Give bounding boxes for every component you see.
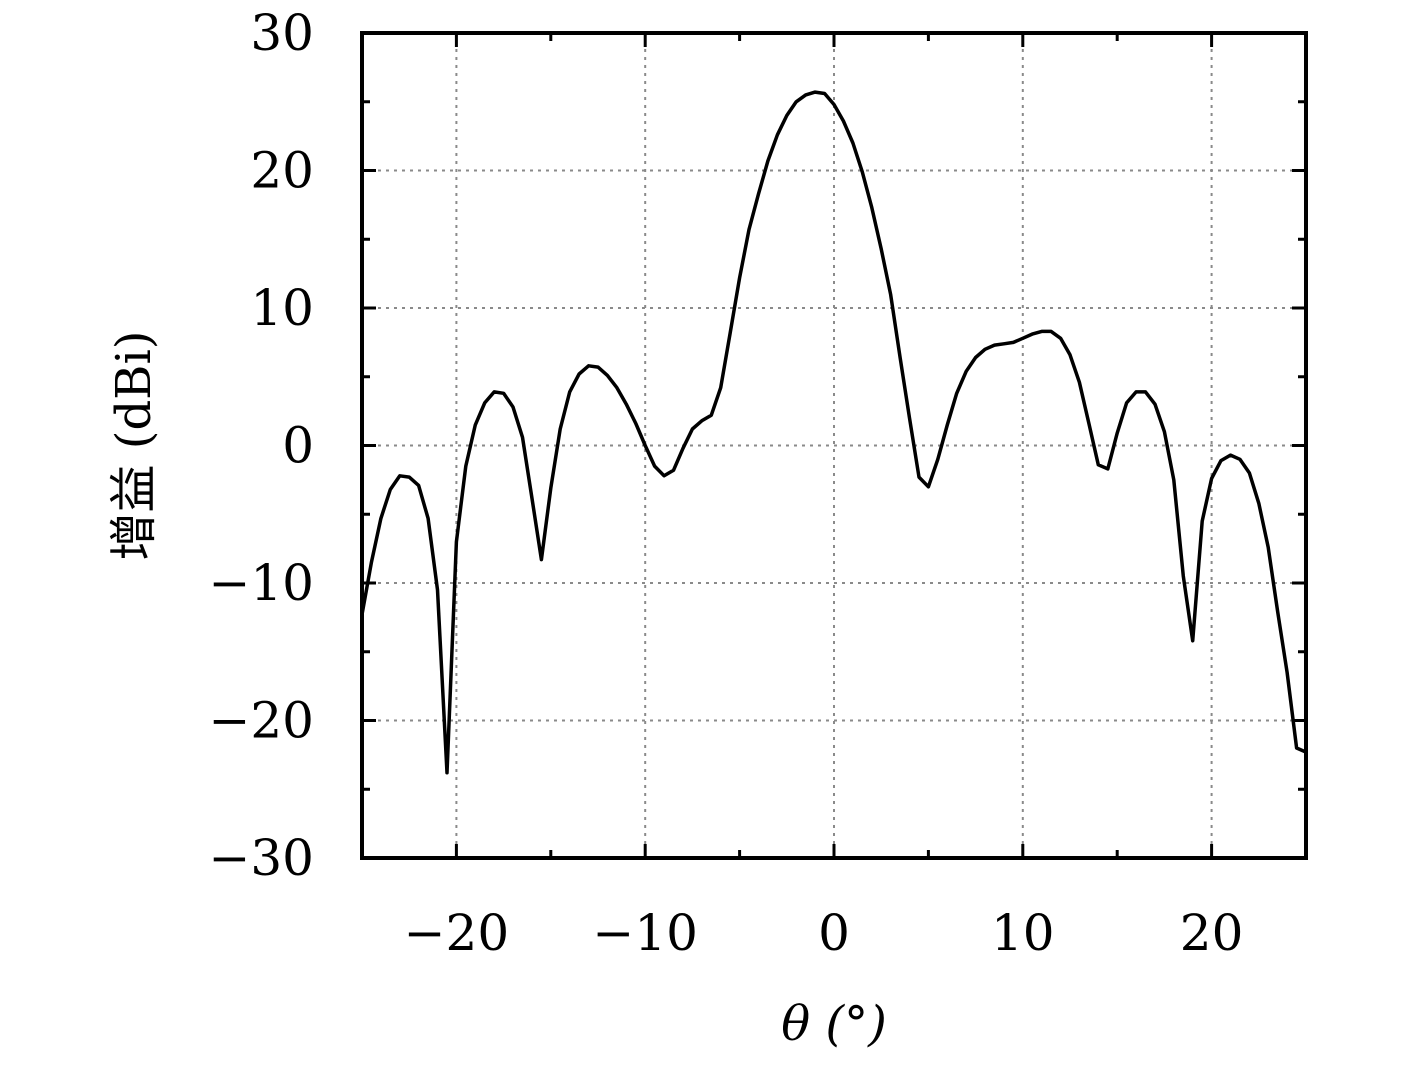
x-tick-label: 20 [1180, 904, 1244, 962]
y-tick-label: 20 [250, 142, 314, 200]
y-tick-label: 10 [250, 279, 314, 337]
gain-curve [360, 90, 1307, 775]
x-tick-label: −20 [404, 904, 510, 962]
y-axis-label: 增益 (dBi) [106, 330, 162, 560]
x-tick-label: −10 [592, 904, 698, 962]
plot-frame [360, 31, 1308, 860]
y-tick-label: 0 [282, 417, 314, 475]
x-tick-label: 0 [818, 904, 850, 962]
x-axis-label: θ (°) [781, 996, 887, 1052]
y-tick-label: −10 [208, 554, 314, 612]
y-tick-labels: −30 −20 −10 0 10 20 30 [208, 4, 314, 887]
y-tick-label: −20 [208, 692, 314, 750]
x-tick-labels: −20 −10 0 10 20 [404, 904, 1244, 962]
x-tick-label: 10 [991, 904, 1055, 962]
grid-lines [362, 33, 1306, 858]
y-tick-label: 30 [250, 4, 314, 62]
y-tick-label: −30 [208, 829, 314, 887]
